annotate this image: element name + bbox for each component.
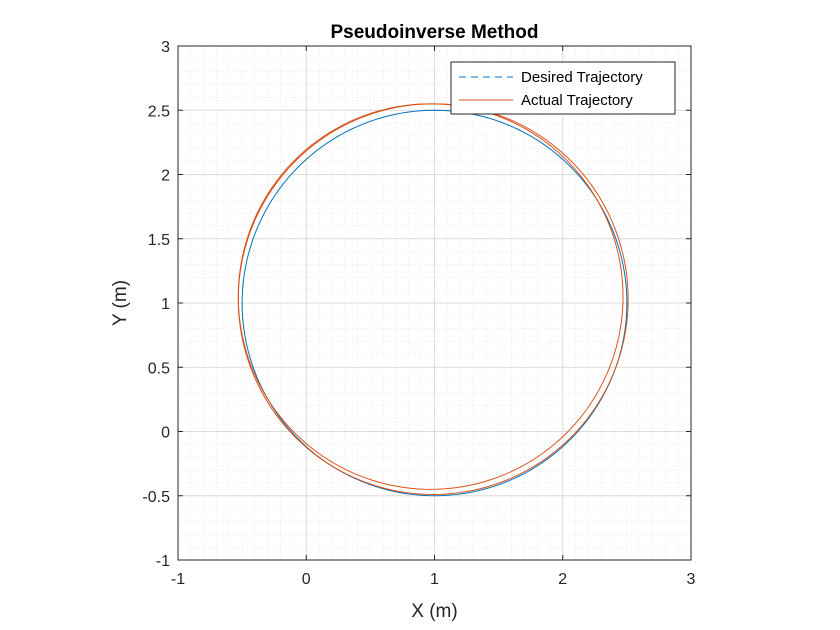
y-tick-label: 0.5 bbox=[148, 360, 170, 377]
y-tick-label: 3 bbox=[161, 39, 170, 56]
y-tick-label: 0 bbox=[161, 425, 170, 442]
ticks-layer bbox=[177, 45, 692, 561]
series-actual-trajectory-loop bbox=[237, 103, 624, 490]
series-layer bbox=[237, 103, 629, 497]
y-tick-label: 1.5 bbox=[148, 232, 170, 249]
x-tick-label: 2 bbox=[558, 571, 567, 588]
y-axis-title: Y (m) bbox=[110, 280, 131, 326]
series-desired-trajectory bbox=[241, 109, 628, 497]
x-axis-title: X (m) bbox=[411, 601, 457, 622]
x-tick-labels: -1 0 1 2 3 bbox=[171, 571, 696, 588]
y-tick-labels: -1 -0.5 0 0.5 1 1.5 2 2.5 3 bbox=[142, 39, 170, 570]
y-tick-label: 1 bbox=[161, 296, 170, 313]
legend-box bbox=[450, 61, 676, 115]
y-tick-label: 2.5 bbox=[148, 103, 170, 120]
legend-label-desired: Desired Trajectory bbox=[521, 69, 643, 86]
major-grid bbox=[177, 45, 692, 561]
x-tick-label: 1 bbox=[430, 571, 439, 588]
chart-title: Pseudoinverse Method bbox=[331, 22, 539, 43]
x-tick-label: 3 bbox=[687, 571, 696, 588]
y-tick-label: -0.5 bbox=[142, 489, 170, 506]
y-tick-label: -1 bbox=[156, 553, 170, 570]
series-clip-group bbox=[237, 103, 629, 497]
x-tick-label: 0 bbox=[302, 571, 311, 588]
series-actual-trajectory-loop bbox=[237, 103, 629, 495]
x-tick-label: -1 bbox=[171, 571, 185, 588]
legend: Desired Trajectory Actual Trajectory bbox=[450, 61, 676, 115]
legend-label-actual: Actual Trajectory bbox=[521, 92, 633, 109]
y-tick-label: 2 bbox=[161, 168, 170, 185]
